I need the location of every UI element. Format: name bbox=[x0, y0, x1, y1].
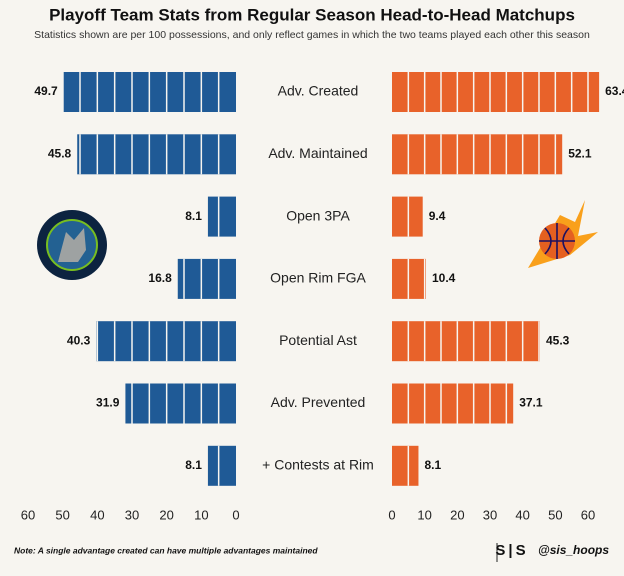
bar bbox=[392, 383, 514, 424]
brand-handle: @sis_hoops bbox=[538, 543, 609, 557]
value-label: 45.3 bbox=[546, 333, 570, 347]
category-label: Adv. Created bbox=[278, 83, 359, 99]
bar bbox=[392, 72, 600, 112]
logo-wolf bbox=[58, 228, 86, 262]
category-label: Open Rim FGA bbox=[270, 270, 366, 286]
x-tick-label: 20 bbox=[450, 507, 464, 522]
value-label: 8.1 bbox=[185, 209, 202, 223]
bar bbox=[207, 445, 236, 486]
bar bbox=[125, 383, 236, 424]
chart-title: Playoff Team Stats from Regular Season H… bbox=[49, 5, 575, 24]
value-label: 45.8 bbox=[48, 146, 72, 160]
wolves-logo bbox=[37, 210, 107, 280]
x-tick-label: 20 bbox=[159, 507, 173, 522]
x-tick-label: 30 bbox=[483, 507, 497, 522]
suns-logo bbox=[528, 200, 598, 268]
value-label: 31.9 bbox=[96, 396, 120, 410]
brand-logo: S|S bbox=[495, 542, 528, 559]
logo-seams bbox=[539, 223, 575, 259]
value-label: 16.8 bbox=[148, 271, 172, 285]
bar bbox=[77, 134, 236, 175]
category-label: Open 3PA bbox=[286, 207, 350, 223]
x-tick-label: 60 bbox=[21, 507, 35, 522]
value-label: 8.1 bbox=[424, 458, 441, 472]
value-label: 10.4 bbox=[432, 271, 456, 285]
bar bbox=[392, 445, 419, 486]
value-label: 40.3 bbox=[67, 333, 91, 347]
bar bbox=[177, 258, 236, 299]
value-label: 9.4 bbox=[429, 209, 446, 223]
category-label: Adv. Prevented bbox=[271, 394, 366, 410]
x-tick-label: 0 bbox=[388, 507, 395, 522]
value-label: 49.7 bbox=[34, 84, 58, 98]
x-tick-label: 60 bbox=[581, 507, 595, 522]
x-tick-label: 40 bbox=[90, 507, 104, 522]
bar bbox=[392, 134, 563, 175]
category-label: + Contests at Rim bbox=[262, 457, 374, 473]
x-tick-label: 40 bbox=[515, 507, 529, 522]
x-tick-label: 10 bbox=[194, 507, 208, 522]
value-label: 52.1 bbox=[568, 146, 592, 160]
bar bbox=[392, 196, 423, 237]
note: Note: A single advantage created can hav… bbox=[14, 545, 318, 555]
chart-subtitle: Statistics shown are per 100 possessions… bbox=[34, 29, 590, 41]
x-tick-label: 50 bbox=[548, 507, 562, 522]
category-label: Adv. Maintained bbox=[268, 145, 367, 161]
x-tick-label: 0 bbox=[232, 507, 239, 522]
value-label: 8.1 bbox=[185, 458, 202, 472]
bar bbox=[392, 321, 540, 362]
category-label: Potential Ast bbox=[279, 332, 357, 348]
x-tick-label: 30 bbox=[125, 507, 139, 522]
value-label: 37.1 bbox=[519, 396, 543, 410]
x-tick-label: 50 bbox=[55, 507, 69, 522]
x-tick-label: 10 bbox=[417, 507, 431, 522]
bar bbox=[207, 196, 236, 237]
value-label: 63.4 bbox=[605, 84, 624, 98]
